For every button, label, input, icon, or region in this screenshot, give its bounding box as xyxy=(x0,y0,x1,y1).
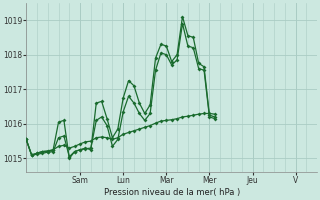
X-axis label: Pression niveau de la mer( hPa ): Pression niveau de la mer( hPa ) xyxy=(104,188,240,197)
